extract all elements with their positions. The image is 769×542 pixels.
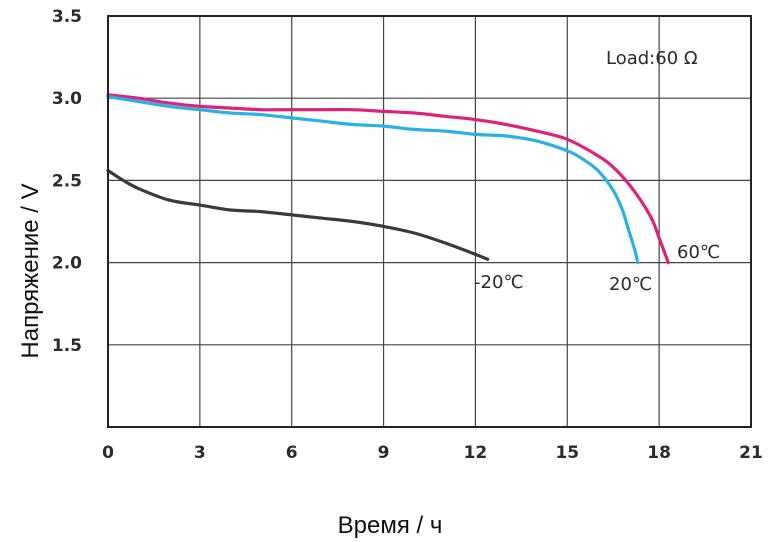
x-tick-label: 0 bbox=[102, 443, 114, 463]
y-axis-title: Напряжение / V bbox=[17, 183, 44, 358]
y-tick-label: 1.5 bbox=[52, 336, 82, 356]
series-line-2 bbox=[106, 168, 490, 261]
grid bbox=[108, 16, 751, 427]
tick-labels: 0 3 6 9 12 15 18 21 1.5 2.0 2.5 3.0 3.5 bbox=[52, 7, 763, 463]
series-label-20: 20℃ bbox=[609, 274, 652, 295]
x-tick-label: 12 bbox=[464, 443, 488, 463]
y-tick-label: 2.5 bbox=[52, 171, 82, 191]
y-tick-label: 3.0 bbox=[52, 89, 82, 109]
x-tick-label: 15 bbox=[555, 443, 579, 463]
series-line-0 bbox=[106, 93, 670, 265]
series-label-minus20: -20℃ bbox=[474, 272, 524, 293]
y-tick-label: 3.5 bbox=[52, 7, 82, 27]
series-label-60: 60℃ bbox=[677, 242, 720, 263]
x-tick-label: 18 bbox=[647, 443, 671, 463]
x-tick-label: 3 bbox=[194, 443, 206, 463]
x-tick-label: 6 bbox=[286, 443, 298, 463]
x-tick-label: 9 bbox=[378, 443, 390, 463]
y-tick-label: 2.0 bbox=[52, 254, 82, 274]
annotation-load: Load:60 Ω bbox=[606, 48, 698, 69]
series-line-1 bbox=[106, 95, 640, 265]
series-lines bbox=[106, 93, 670, 265]
x-tick-label: 21 bbox=[739, 443, 763, 463]
plot-frame bbox=[107, 15, 752, 428]
x-axis-title: Время / ч bbox=[338, 512, 443, 539]
